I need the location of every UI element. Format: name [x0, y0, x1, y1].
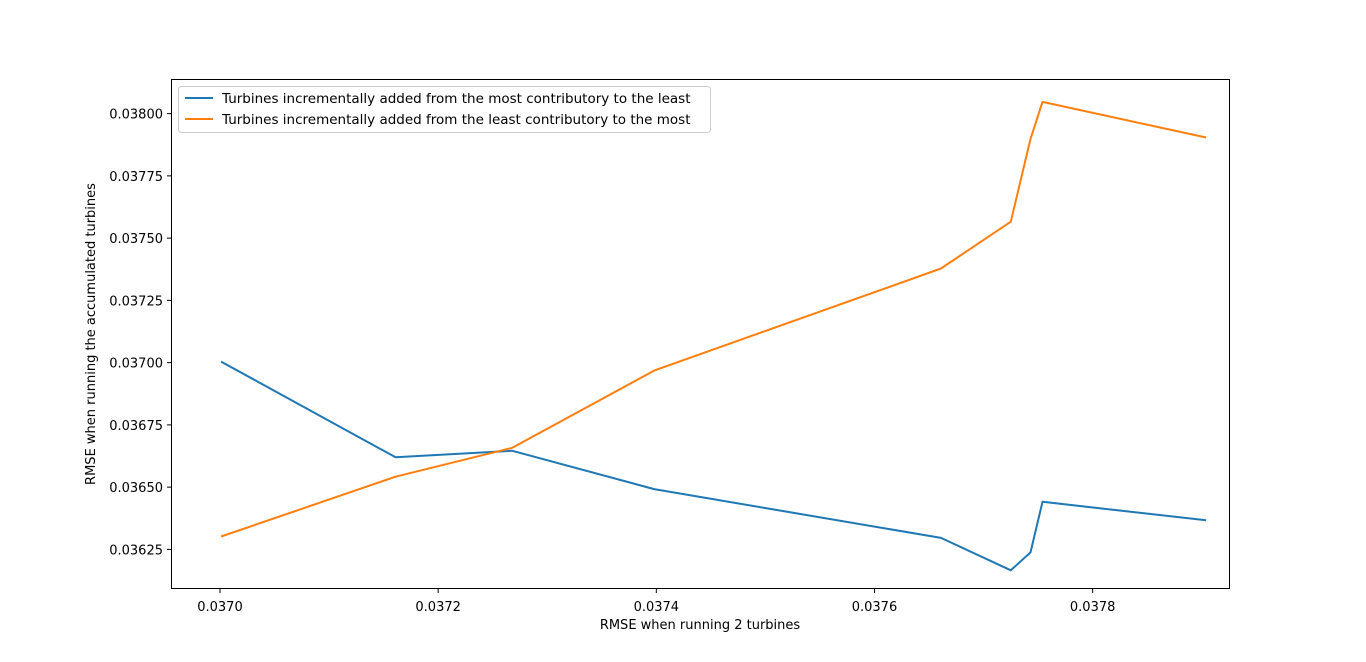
y-tick-label: 0.03650: [109, 481, 163, 496]
legend-label-least-to-most: Turbines incrementally added from the le…: [221, 112, 691, 128]
x-tick-label: 0.0372: [415, 600, 461, 615]
legend: Turbines incrementally added from the mo…: [178, 86, 711, 133]
y-axis-label: RMSE when running the accumulated turbin…: [84, 183, 99, 485]
series-line-least-to-most: [220, 100, 1207, 538]
x-tick-label: 0.0370: [197, 600, 243, 615]
legend-box: [178, 86, 711, 133]
plot-frame: [171, 79, 1230, 589]
x-tick-label: 0.0374: [634, 600, 680, 615]
series-line-most-to-least: [220, 360, 1207, 572]
series-lines: [220, 100, 1207, 572]
x-tick-label: 0.0376: [852, 600, 898, 615]
y-tick-label: 0.03775: [109, 170, 163, 185]
y-tick-label: 0.03700: [109, 357, 163, 372]
y-tick-label: 0.03675: [109, 419, 163, 434]
y-tick-label: 0.03725: [109, 294, 163, 309]
y-tick-label: 0.03625: [109, 543, 163, 558]
x-axis-label: RMSE when running 2 turbines: [600, 618, 801, 633]
x-tick-label: 0.0378: [1070, 600, 1116, 615]
y-tick-label: 0.03750: [109, 232, 163, 247]
legend-label-most-to-least: Turbines incrementally added from the mo…: [221, 91, 691, 107]
y-tick-label: 0.03800: [109, 108, 163, 123]
x-axis-ticks: 0.0370 0.0372 0.0374 0.0376 0.0378: [197, 588, 1115, 615]
y-axis-ticks: 0.03625 0.03650 0.03675 0.03700 0.03725 0.037…: [109, 108, 172, 558]
